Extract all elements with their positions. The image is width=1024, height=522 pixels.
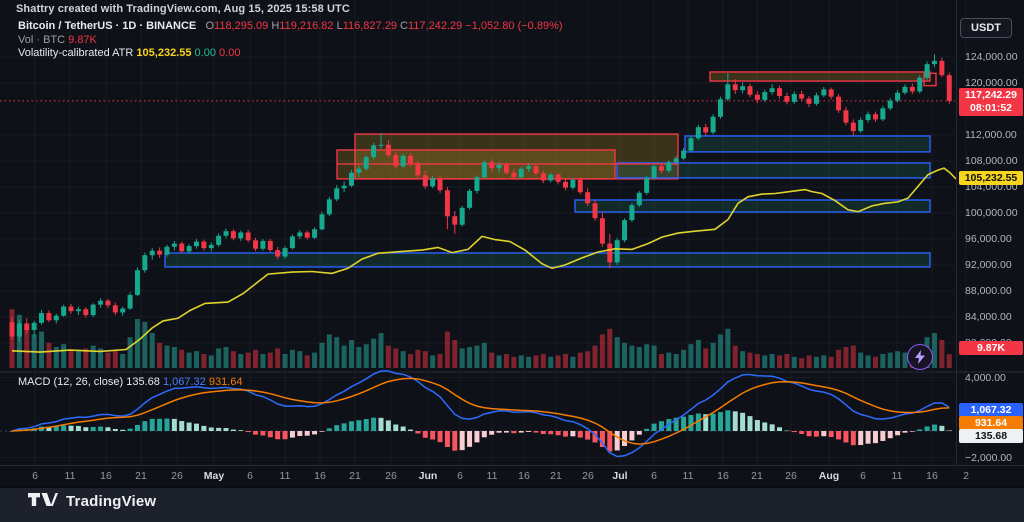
time-axis-label: 16: [518, 470, 530, 482]
time-axis-label: 16: [314, 470, 326, 482]
time-axis-label: 21: [751, 470, 763, 482]
demand-zone-2: [616, 162, 931, 179]
time-axis-label: 26: [785, 470, 797, 482]
macd-line-value: 1,067.32: [162, 376, 206, 388]
macd-legend[interactable]: MACD (12, 26, close) 135.68 1,067.32 931…: [18, 376, 242, 388]
time-axis-label: 16: [926, 470, 938, 482]
atr-trailing-line: [11, 167, 957, 353]
time-axis-month-label: Jun: [418, 470, 438, 482]
time-axis-month-label: May: [203, 470, 225, 482]
supply-zone-top: [709, 71, 931, 82]
time-axis-label: 11: [64, 470, 76, 482]
symbol-title[interactable]: Bitcoin / TetherUS · 1D · BINANCE: [18, 20, 197, 32]
ohlc-open-label: O: [205, 20, 215, 32]
time-axis-label: 6: [651, 470, 657, 482]
time-axis-label: 11: [682, 470, 694, 482]
footer-bar: TradingView: [0, 487, 1024, 522]
tradingview-brand-text[interactable]: TradingView: [66, 493, 157, 510]
last-price-badge: 117,242.29 08:01:52: [959, 87, 1023, 116]
lightning-icon: [915, 350, 925, 364]
time-axis-label: 11: [279, 470, 291, 482]
time-axis-label: 16: [717, 470, 729, 482]
time-axis-label: 21: [550, 470, 562, 482]
supply-zone-top-handle: [923, 72, 937, 87]
price-axis-label: 84,000.00: [965, 311, 1012, 323]
atr-value-2: 0.00: [194, 47, 216, 59]
atr-value: 105,232.55: [136, 47, 192, 59]
macd-signal-value: 931.64: [208, 376, 243, 388]
volume-row: Vol · BTC 9.87K: [18, 34, 563, 48]
atr-indicator-row: Volatility-calibrated ATR 105,232.55 0.0…: [18, 47, 563, 61]
currency-toggle-button[interactable]: USDT: [960, 18, 1012, 38]
ohlc-low-label: L: [336, 20, 343, 32]
price-change-value: −1,052.80 (−0.89%): [465, 20, 563, 32]
time-axis-label: 21: [349, 470, 361, 482]
macd-axis-label: −2,000.00: [965, 451, 1013, 464]
time-axis-label: 6: [457, 470, 463, 482]
price-axis-label: 120,000.00: [965, 77, 1018, 89]
ohlc-high-value: 119,216.82: [279, 20, 334, 32]
macd-axis-label: 4,000.00: [965, 371, 1006, 384]
time-axis[interactable]: 6 11 16 21 26 May 6 11 16 21 26 Jun 6 11 16 21 26 Jul 6 11 1…: [0, 465, 1024, 487]
time-axis-label: 26: [582, 470, 594, 482]
tradingview-logo-icon[interactable]: [28, 493, 58, 510]
atr-label[interactable]: Volatility-calibrated ATR: [18, 47, 134, 59]
time-axis-label: 6: [32, 470, 38, 482]
price-axis-label: 96,000.00: [965, 233, 1012, 245]
time-axis-label: 6: [247, 470, 253, 482]
volume-label[interactable]: Vol · BTC: [18, 33, 66, 46]
macd-label[interactable]: MACD (12, 26, close): [18, 376, 124, 388]
ohlc-low-value: 116,827.29: [342, 20, 397, 32]
price-axis-label: 100,000.00: [965, 207, 1018, 219]
price-axis[interactable]: 124,000.00 120,000.00 112,000.00 108,000.00…: [956, 0, 1024, 465]
time-axis-label: 6: [860, 470, 866, 482]
symbol-info-row: Bitcoin / TetherUS · 1D · BINANCE O118,2…: [18, 20, 563, 34]
price-axis-label: 92,000.00: [965, 259, 1012, 271]
symbol-legend[interactable]: Bitcoin / TetherUS · 1D · BINANCE O118,2…: [18, 20, 563, 61]
time-axis-label: 26: [385, 470, 397, 482]
time-axis-month-label: Jul: [612, 470, 628, 482]
chart-attribution: Shattry created with TradingView.com, Au…: [16, 3, 350, 15]
volume-value: 9.87K: [68, 33, 97, 46]
price-axis-label: 124,000.00: [965, 51, 1018, 63]
demand-zone-1: [684, 135, 931, 153]
time-axis-label: 16: [100, 470, 112, 482]
atr-value-badge: 105,232.55: [959, 170, 1023, 185]
ohlc-close-value: 117,242.29: [407, 20, 463, 32]
macd-value-badge: 931.64: [959, 416, 1023, 430]
time-axis-label: 26: [171, 470, 183, 482]
macd-hist-value: 135.68: [126, 376, 160, 388]
price-axis-label: 112,000.00: [965, 129, 1017, 141]
time-axis-month-label: Aug: [818, 470, 840, 482]
time-axis-label: 2: [963, 470, 969, 482]
macd-line: [11, 370, 950, 458]
ohlc-high-label: H: [271, 20, 280, 32]
macd-value-badge: 135.68: [959, 429, 1023, 443]
macd-signal-line: [11, 377, 950, 445]
time-axis-label: 11: [891, 470, 903, 482]
boost-button[interactable]: [907, 344, 933, 370]
atr-value-3: 0.00: [219, 47, 241, 59]
volume-value-badge: 9.87K: [959, 341, 1023, 355]
demand-zone-3: [574, 199, 931, 213]
time-axis-label: 21: [135, 470, 147, 482]
price-axis-label: 88,000.00: [965, 285, 1012, 297]
time-axis-label: 11: [486, 470, 498, 482]
ohlc-close-label: C: [400, 20, 408, 32]
ohlc-open-value: 118,295.09: [214, 20, 269, 32]
macd-value-badge: 1,067.32: [959, 403, 1023, 417]
price-axis-label: 108,000.00: [965, 155, 1018, 167]
